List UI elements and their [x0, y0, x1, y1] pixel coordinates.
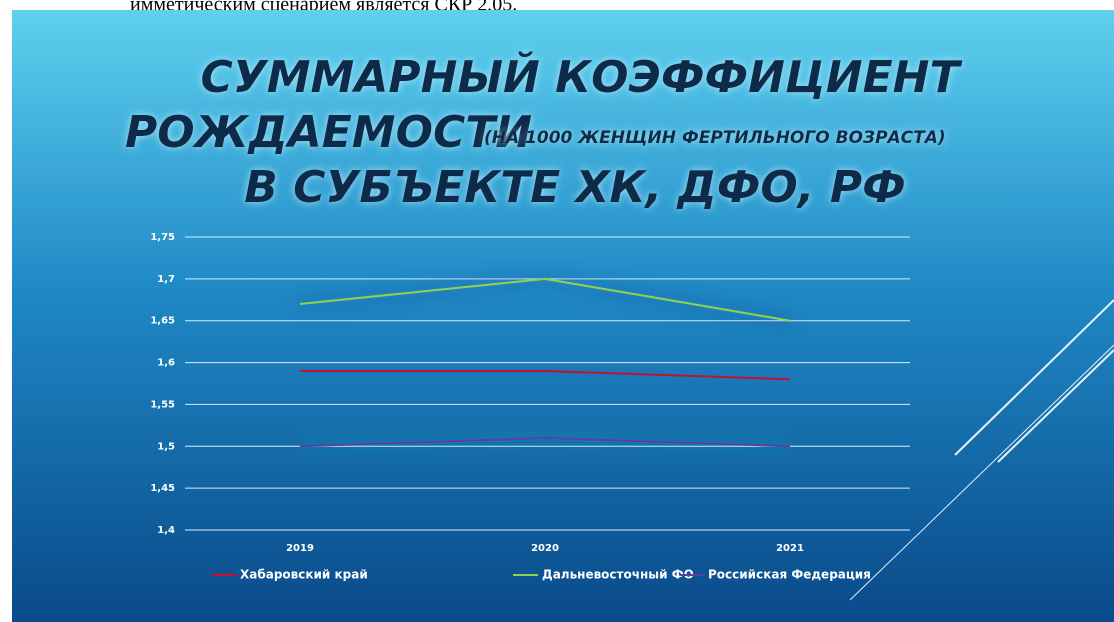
y-tick-label: 1,45: [150, 483, 175, 494]
subtitle: (НА 1000 ЖЕНЩИН ФЕРТИЛЬНОГО ВОЗРАСТА): [484, 128, 946, 148]
legend-label: Дальневосточный ФО: [542, 568, 694, 582]
legend-label: Хабаровский край: [240, 568, 368, 582]
decoration: [849, 299, 1114, 601]
title-line: РОЖДАЕМОСТИ: [125, 107, 532, 158]
series-line: [299, 277, 791, 322]
y-tick-label: 1,5: [157, 441, 175, 452]
legend-label: Российская Федерация: [708, 568, 871, 582]
series-line: [299, 436, 791, 448]
y-tick-label: 1,6: [157, 358, 175, 369]
title-line: В СУБЪЕКТЕ ХК, ДФО, РФ: [244, 162, 905, 213]
y-tick-label: 1,7: [157, 274, 175, 285]
y-tick-label: 1,4: [157, 525, 175, 536]
series-line: [300, 369, 791, 381]
slide-background: [12, 10, 1114, 622]
x-tick-label: 2020: [531, 543, 559, 554]
x-tick-label: 2021: [776, 543, 804, 554]
y-tick-label: 1,75: [150, 232, 175, 243]
title-line: СУММАРНЫЙ КОЭФФИЦИЕНТ: [201, 50, 963, 103]
y-tick-label: 1,55: [150, 399, 175, 410]
plot: 1,4 1,45 1,5 1,55 1,6 1,65 1,7 1,75 2019 2020 2021…: [150, 232, 910, 582]
x-tick-label: 2019: [286, 543, 314, 554]
y-tick-label: 1,65: [150, 316, 175, 327]
